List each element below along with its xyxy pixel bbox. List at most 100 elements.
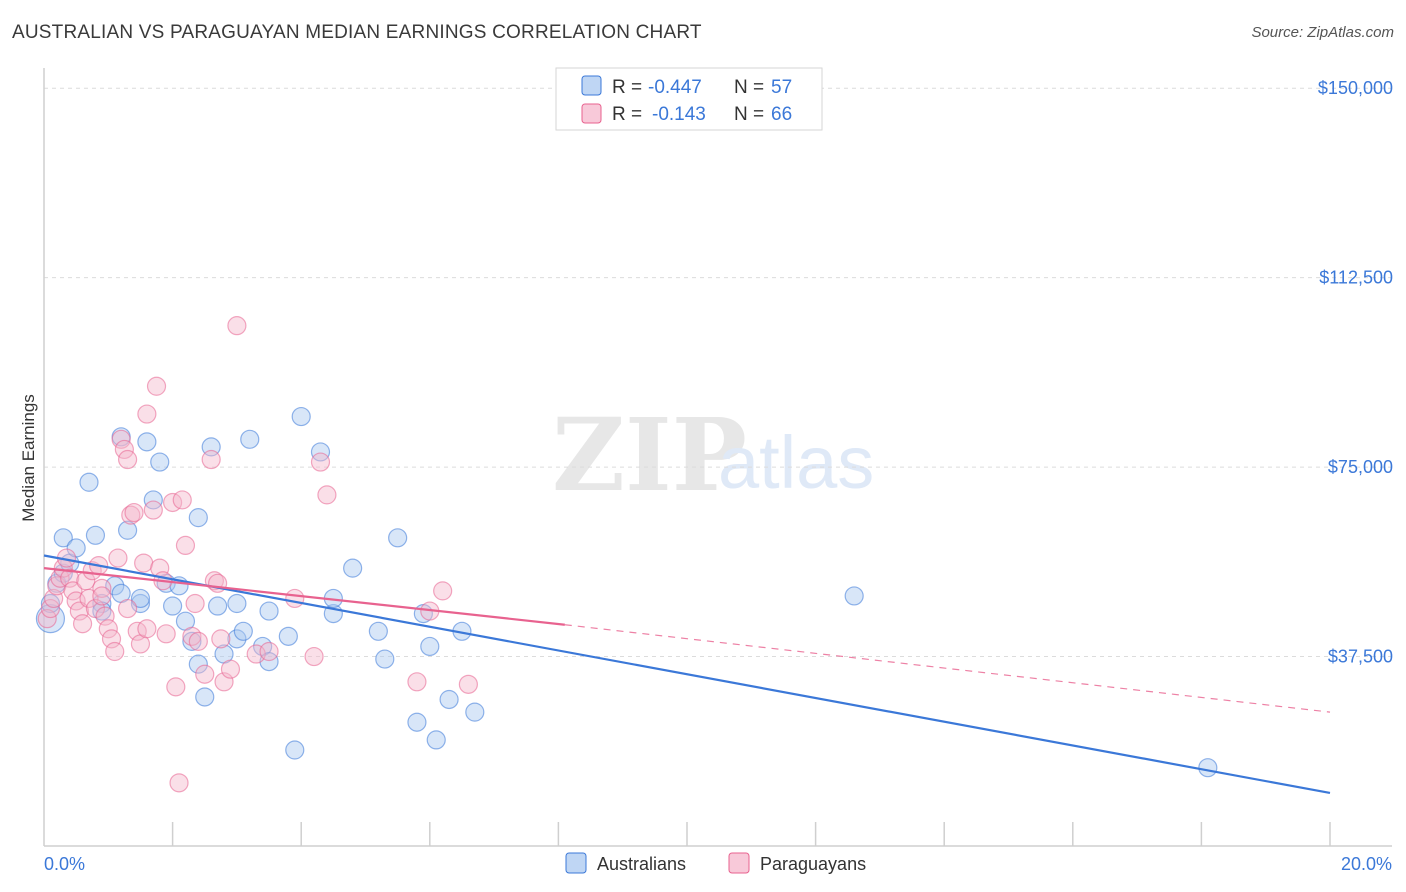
australian-point-16: [130, 588, 151, 609]
y-axis-label: Median Earnings: [19, 394, 38, 522]
paraguayan-point-30: [134, 553, 154, 573]
australian-point-55: [844, 586, 864, 606]
paraguayan-point-22: [108, 548, 128, 568]
paraguayan-point-54: [259, 641, 279, 662]
australian-point-31: [227, 629, 247, 649]
paraguayans-trend-line: [43, 567, 565, 626]
australian-point-25: [188, 654, 208, 674]
bottom-legend-swatch-australians: [565, 852, 587, 874]
paraguayan-point-49: [211, 629, 231, 649]
australian-point-34: [240, 429, 260, 449]
paraguayan-point-7: [60, 568, 80, 588]
paraguayans-trend-line-extension: [564, 624, 1331, 713]
australian-point-1: [40, 593, 61, 614]
scatter-points: [35, 316, 1218, 793]
paraguayan-point-11: [72, 614, 93, 634]
australians-trend-line: [43, 554, 1331, 795]
watermark-zip: ZIP: [552, 396, 747, 514]
australian-point-19: [150, 452, 170, 472]
paraguayan-point-10: [69, 601, 89, 621]
australian-point-56: [1198, 758, 1218, 778]
stats-legend: R = -0.447 N = 57 R = -0.143 N = 66: [555, 67, 823, 131]
australian-point-40: [291, 406, 311, 427]
bottom-legend-swatch-paraguayans: [728, 852, 750, 874]
y-tick-label-2: $112,500: [1319, 268, 1393, 288]
australian-point-24: [182, 631, 202, 651]
australian-point-17: [137, 432, 157, 452]
paraguayan-point-40: [172, 490, 192, 510]
australian-point-47: [388, 528, 408, 548]
paraguayan-point-45: [195, 664, 215, 684]
australian-point-27: [195, 687, 215, 707]
paraguayan-point-41: [175, 535, 196, 556]
paraguayan-point-55: [285, 588, 305, 609]
paraguayan-point-31: [137, 404, 157, 424]
australian-point-8: [85, 525, 106, 545]
y-tick-label-1: $75,000: [1328, 457, 1393, 477]
australian-point-39: [285, 740, 305, 760]
australian-point-50: [420, 636, 440, 657]
australian-point-33: [233, 621, 253, 641]
paraguayan-point-64: [92, 586, 112, 606]
paraguayan-point-50: [214, 672, 234, 692]
australian-point-7: [79, 472, 99, 492]
australian-point-51: [426, 730, 446, 750]
paraguayan-point-57: [310, 452, 331, 472]
paraguayan-point-39: [169, 773, 189, 793]
y-tick-labels: $37,500 $75,000 $112,500 $150,000: [1318, 78, 1393, 666]
watermark-atlas: atlas: [718, 421, 874, 504]
paraguayan-point-61: [433, 581, 453, 601]
australian-point-46: [375, 649, 395, 669]
australian-point-18: [143, 490, 163, 510]
paraguayan-point-25: [117, 449, 138, 470]
paraguayan-point-21: [105, 641, 125, 662]
paraguayan-point-27: [124, 502, 144, 523]
australian-point-44: [343, 558, 363, 578]
paraguayan-point-59: [407, 672, 427, 692]
australian-point-6: [66, 538, 86, 558]
chart-source: Source: ZipAtlas.com: [1251, 24, 1394, 41]
australian-point-14: [117, 520, 138, 540]
paraguayan-point-33: [146, 376, 167, 396]
australian-point-54: [465, 702, 485, 722]
chart-title: AUSTRALIAN VS PARAGUAYAN MEDIAN EARNINGS…: [12, 22, 702, 43]
paraguayan-point-65: [137, 619, 157, 639]
paraguayan-point-32: [143, 500, 163, 520]
australian-point-36: [259, 601, 279, 621]
paraguayan-point-58: [317, 485, 337, 505]
australian-point-52: [439, 689, 459, 710]
australian-point-45: [368, 621, 388, 641]
series-legend: Australians Paraguayans: [565, 852, 866, 874]
australian-point-38: [278, 626, 298, 646]
australian-point-21: [163, 596, 183, 616]
australian-point-32: [227, 593, 247, 614]
legend-n-value-paraguayans: 66: [771, 104, 792, 125]
legend-swatch-australians: [581, 75, 602, 96]
gridlines: [44, 87, 1392, 658]
paraguayan-point-63: [117, 598, 138, 619]
legend-n-label-paraguayans: N =: [734, 104, 764, 125]
paraguayan-point-18: [95, 606, 115, 626]
paraguayan-point-38: [166, 677, 186, 697]
x-tick-label-min: 0.0%: [44, 854, 85, 874]
paraguayan-point-46: [201, 449, 221, 470]
paraguayan-point-56: [304, 646, 324, 667]
paraguayan-point-26: [121, 505, 141, 525]
paraguayan-point-42: [182, 626, 202, 646]
trend-lines: [43, 554, 1331, 795]
paraguayan-point-20: [101, 629, 122, 649]
x-tick-label-max: 20.0%: [1341, 854, 1392, 874]
paraguayan-point-17: [92, 578, 112, 598]
australian-point-15: [130, 593, 151, 614]
paraguayan-point-62: [458, 674, 478, 694]
paraguayan-point-52: [227, 316, 247, 336]
legend-n-value-australians: 57: [771, 77, 792, 98]
australian-point-9: [92, 593, 112, 614]
bottom-legend-label-australians: Australians: [597, 854, 686, 874]
paraguayan-point-15: [85, 598, 106, 619]
paraguayan-point-44: [188, 631, 208, 651]
legend-r-value-paraguayans: -0.143: [652, 104, 706, 125]
paraguayan-point-36: [156, 624, 176, 644]
y-tick-label-0: $37,500: [1328, 647, 1393, 667]
